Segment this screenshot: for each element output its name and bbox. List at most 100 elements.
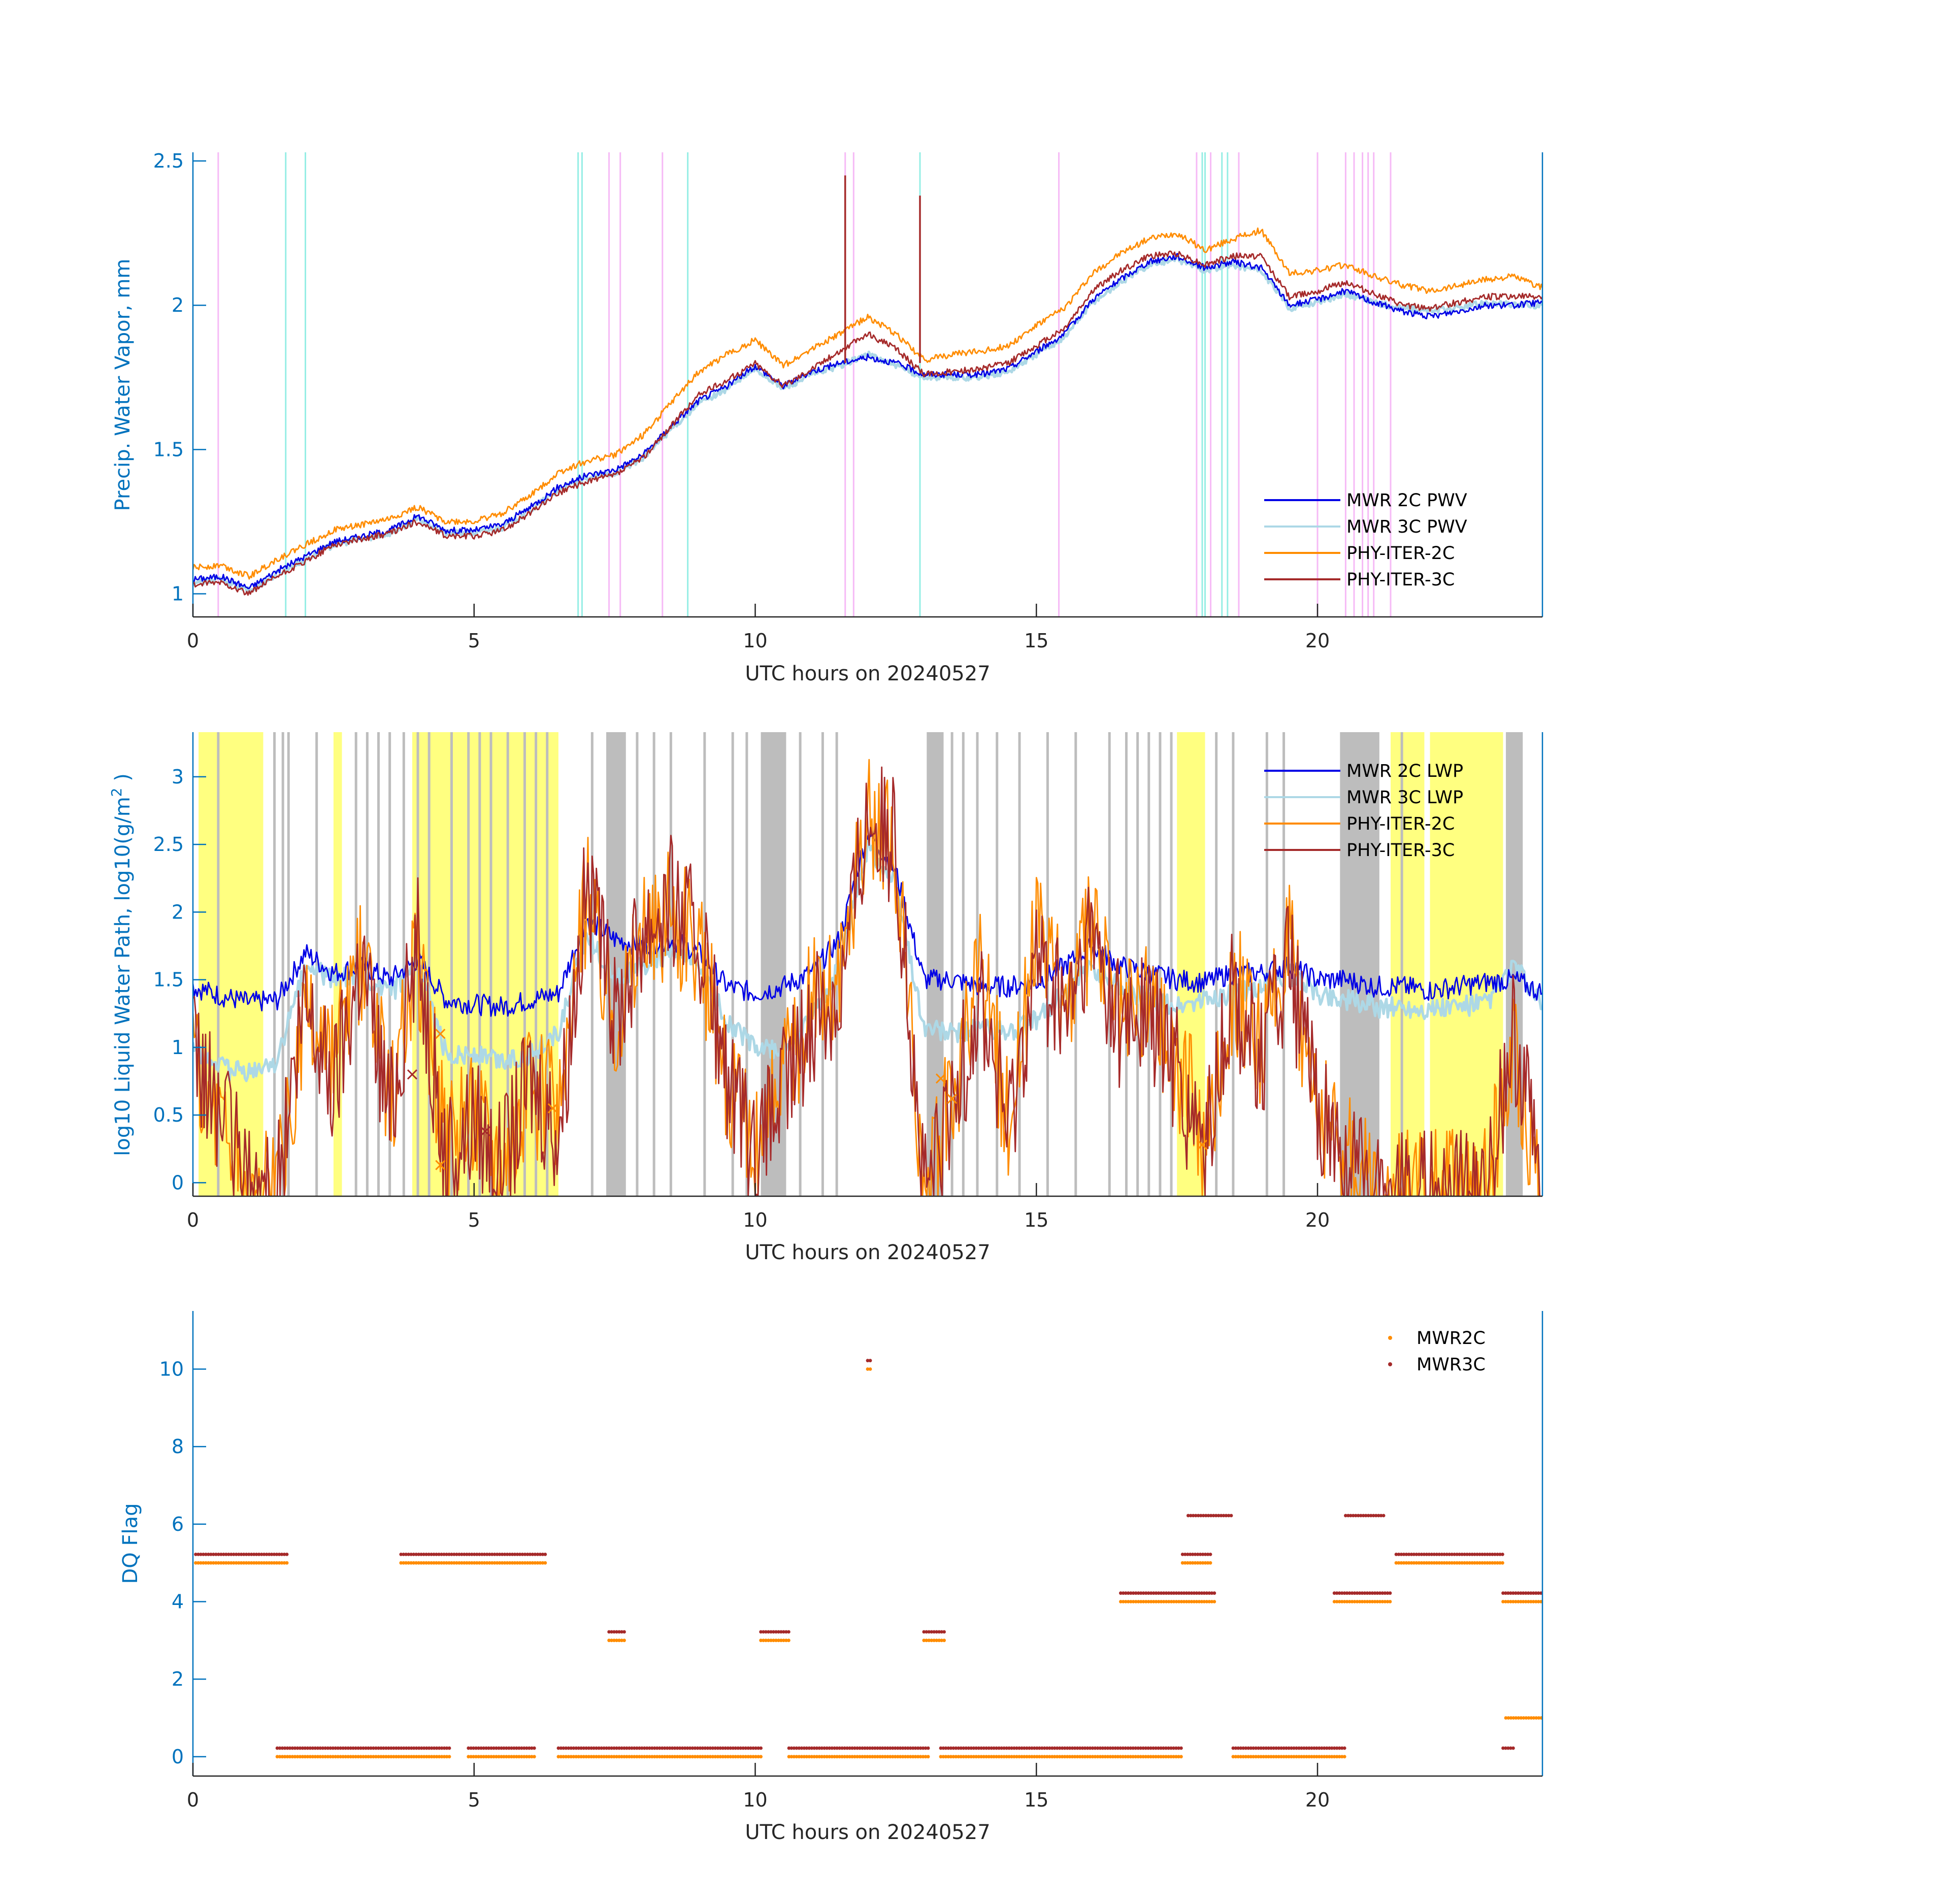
pwv-legend-label: PHY-ITER-3C: [1346, 570, 1455, 590]
dq-flag-point: [1465, 1561, 1469, 1565]
dq-flag-point: [628, 1746, 631, 1750]
pwv-series-line: [193, 253, 1542, 589]
dq-flag-point: [492, 1561, 497, 1565]
dq-flag-point: [1345, 1600, 1349, 1603]
dq-flag-point: [1149, 1755, 1153, 1759]
dq-flag-point: [490, 1561, 494, 1565]
dq-flag-point: [1186, 1553, 1190, 1556]
dq-flag-point: [467, 1755, 471, 1759]
dq-flag-point: [479, 1755, 483, 1759]
dq-flag-point: [1174, 1600, 1178, 1603]
dq-flag-point: [270, 1561, 274, 1565]
dq-flag-point: [726, 1746, 730, 1750]
dq-flag-point: [489, 1746, 493, 1750]
dq-flag-point: [843, 1746, 846, 1750]
dq-flag-point: [665, 1755, 669, 1759]
dq-flag-point: [1440, 1553, 1444, 1556]
dq-flag-point: [389, 1746, 393, 1750]
dq-flag-point: [331, 1755, 335, 1759]
dq-flag-point: [252, 1561, 256, 1565]
dq-flag-point: [1524, 1591, 1528, 1595]
dq-flag-point: [326, 1746, 330, 1750]
dq-flag-point: [1083, 1755, 1087, 1759]
dq-flag-point: [290, 1746, 294, 1750]
dq-flag-point: [457, 1553, 461, 1556]
dq-flag-point: [517, 1746, 521, 1750]
dq-flag-point: [1146, 1600, 1150, 1603]
pwv-legend-label: PHY-ITER-2C: [1346, 543, 1455, 564]
dq-flag-point: [622, 1638, 626, 1643]
dq-flag-point: [515, 1553, 519, 1556]
dq-flag-point: [280, 1561, 284, 1565]
dq-flag-point: [1085, 1755, 1090, 1759]
dq-flag-point: [435, 1755, 439, 1759]
dq-flag-point: [392, 1746, 396, 1750]
dq-flag-point: [1460, 1561, 1464, 1565]
lwp-x-marker: [935, 1073, 946, 1084]
dq-flag-point: [820, 1746, 824, 1750]
dq-flag-point: [918, 1755, 923, 1759]
dq-flag-point: [572, 1755, 576, 1759]
dq-flag-point: [349, 1746, 353, 1750]
dq-flag-point: [308, 1746, 312, 1750]
dq-flag-point: [617, 1746, 621, 1750]
dq-flag-point: [531, 1553, 535, 1556]
dq-flag-point: [1412, 1561, 1416, 1565]
dq-flag-point: [384, 1746, 388, 1750]
dq-flag-point: [729, 1746, 733, 1750]
dq-flag-point: [505, 1561, 509, 1565]
dq-flag-point: [452, 1561, 456, 1565]
dq-flag-point: [321, 1746, 325, 1750]
dq-flag-point: [389, 1755, 393, 1759]
dq-flag-point: [430, 1755, 434, 1759]
dq-flag-point: [1402, 1553, 1406, 1556]
dq-flag-point: [577, 1746, 581, 1750]
dq-flag-point: [450, 1553, 453, 1556]
dq-flag-point: [675, 1755, 679, 1759]
dq-flag-point: [359, 1755, 363, 1759]
dq-flag-point: [1169, 1746, 1173, 1750]
dq-flag-point: [833, 1755, 837, 1759]
dq-flag-point: [1332, 1591, 1336, 1595]
dq-flag-point: [1119, 1600, 1123, 1603]
dq-flag-point: [858, 1755, 862, 1759]
dq-flag-point: [1164, 1591, 1168, 1595]
dq-flag-point: [265, 1553, 269, 1556]
dq-flag-point: [1202, 1600, 1206, 1603]
dq-flag-point: [891, 1746, 895, 1750]
dq-flag-point: [242, 1553, 246, 1556]
pwv-series-line: [193, 250, 1542, 596]
dq-flag-point: [543, 1561, 547, 1565]
dq-flag-point: [1514, 1716, 1518, 1720]
dq-flag-point: [1425, 1553, 1429, 1556]
dq-flag-point: [460, 1561, 464, 1565]
dq-flag-point: [1144, 1591, 1148, 1595]
dq-legend-label: MWR3C: [1417, 1355, 1486, 1375]
dq-flag-point: [891, 1755, 895, 1759]
dq-flag-point: [262, 1553, 266, 1556]
dq-flag-point: [1151, 1746, 1156, 1750]
dq-flag-point: [492, 1746, 496, 1750]
dq-flag-point: [1486, 1553, 1489, 1556]
dq-flag-point: [1483, 1553, 1487, 1556]
dq-flag-point: [810, 1755, 814, 1759]
dq-flag-point: [1151, 1755, 1156, 1759]
dq-flag-point: [1539, 1716, 1542, 1720]
dq-flag-point: [402, 1553, 406, 1556]
dq-flag-point: [467, 1553, 471, 1556]
dq-flag-point: [800, 1755, 804, 1759]
dq-flag-point: [1504, 1716, 1508, 1720]
dq-flag-point: [379, 1746, 383, 1750]
dq-flag-point: [1344, 1514, 1347, 1518]
dq-flag-point: [652, 1755, 656, 1759]
dq-flag-point: [445, 1553, 448, 1556]
dq-flag-point: [979, 1746, 983, 1750]
lwp-x-marker: [480, 1126, 490, 1137]
dq-flag-point: [1083, 1746, 1087, 1750]
dq-flag-point: [633, 1755, 636, 1759]
dq-flag-point: [1002, 1746, 1006, 1750]
dq-flag-point: [967, 1746, 971, 1750]
dq-flag-point: [1527, 1716, 1531, 1720]
dq-flag-point: [640, 1746, 644, 1750]
dq-flag-point: [1007, 1755, 1011, 1759]
